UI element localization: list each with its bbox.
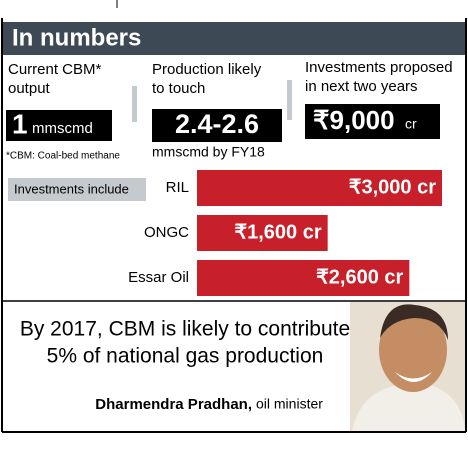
stat-value: 2.4-2.6 (175, 109, 259, 139)
bar (197, 215, 328, 251)
stat-label: Investments proposed (305, 59, 453, 76)
title: In numbers (12, 24, 141, 51)
value-label: ₹3,000 cr (349, 176, 436, 198)
stat-box (152, 109, 282, 142)
quote-line: By 2017, CBM is likely to contribute (20, 318, 350, 341)
bar (197, 260, 410, 296)
separator (287, 80, 292, 120)
stat-box (305, 104, 440, 139)
stat-value: ₹9,000 (313, 105, 395, 135)
stat-box (6, 110, 112, 141)
chart-title: Investments include (14, 181, 129, 196)
stat-note: mmscmd by FY18 (152, 144, 265, 160)
title-bar (3, 22, 465, 55)
value-label: ₹2,600 cr (316, 266, 403, 288)
quote-name: Dharmendra Pradhan, (95, 396, 252, 413)
chart-title-box (8, 178, 146, 201)
category-label: Essar Oil (128, 269, 189, 286)
portrait (350, 302, 465, 431)
bar (197, 170, 442, 206)
separator (132, 86, 137, 122)
footnote: *CBM: Coal-bed methane (6, 151, 120, 162)
stat-label: Production likely (152, 61, 262, 78)
stat-label: output (8, 80, 51, 97)
stat-unit: mmscmd (32, 120, 93, 137)
stat-label: Current CBM* (8, 61, 102, 78)
stat-label: in next two years (305, 78, 418, 95)
value-label: ₹1,600 cr (234, 221, 321, 243)
quote-role: oil minister (256, 396, 323, 412)
stat-label: to touch (152, 80, 205, 97)
quote-line: 5% of national gas production (47, 345, 324, 368)
bar-chart: RIL ₹3,000 cr ONGC ₹1,600 cr Essar Oil ₹2,600… (128, 170, 442, 296)
category-label: RIL (166, 179, 189, 196)
category-label: ONGC (144, 224, 189, 241)
stat-value: 1 (12, 108, 28, 139)
stat-unit: cr (405, 116, 417, 132)
